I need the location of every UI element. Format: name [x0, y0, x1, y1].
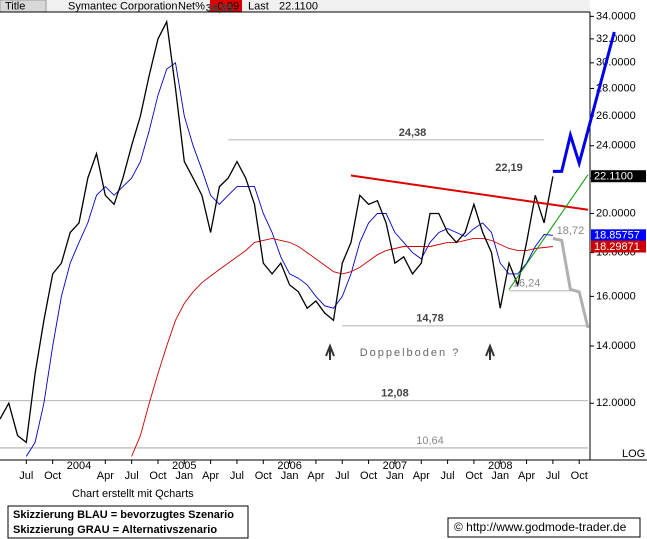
year-label: 2007	[383, 460, 407, 472]
price-line	[0, 19, 554, 444]
arrow	[485, 343, 495, 360]
x-tick-label: Jul	[125, 470, 139, 482]
y-tick-label: 24.0000	[596, 140, 636, 152]
note: Doppelboden ?	[360, 347, 461, 359]
x-tick-label: Apr	[518, 470, 535, 482]
x-tick-label: Jul	[335, 470, 349, 482]
last-value-label: 18.85757	[594, 230, 640, 242]
plot: 12.000014.000016.000018.000020.000022.00…	[0, 3, 646, 482]
header-name: Symantec Corporation	[68, 0, 177, 12]
header-net-box	[210, 0, 242, 12]
credit: Chart erstellt mit Qcharts	[72, 488, 194, 500]
y-tick-label: 30.0000	[596, 57, 636, 69]
header-title-label: Title	[5, 0, 25, 12]
year-label: 2008	[488, 460, 512, 472]
level-label: 16,24	[513, 278, 541, 290]
last-value-box	[591, 240, 646, 253]
y-tick-label: 32.0000	[596, 33, 636, 45]
arrow	[325, 343, 335, 360]
x-tick-label: Jul	[19, 470, 33, 482]
copyright: © http://www.godmode-trader.de	[454, 520, 627, 534]
x-tick-label: Oct	[465, 470, 482, 482]
x-tick-label: Jul	[441, 470, 455, 482]
legend-box	[7, 505, 249, 539]
header-bar	[0, 0, 590, 12]
x-tick-label: Jan	[491, 470, 509, 482]
last-value-label: 18.29871	[594, 241, 640, 253]
level-label: 12,08	[381, 388, 409, 400]
header-net-value: -0.09	[214, 0, 239, 12]
header-last-value: 22.1100	[279, 0, 318, 12]
y-tick-label: 12.0000	[596, 397, 636, 409]
year-label: 2004	[67, 460, 91, 472]
header-last-label: Last	[248, 0, 269, 12]
y-tick-label: 16.0000	[596, 290, 636, 302]
y-tick-label: 26.0000	[596, 110, 636, 122]
level-label: 14,78	[416, 313, 444, 325]
x-tick-label: Jan	[281, 470, 299, 482]
x-tick-label: Oct	[571, 470, 588, 482]
x-tick-label: Jan	[175, 470, 193, 482]
projection	[552, 236, 590, 329]
scale-label: LOG	[622, 448, 645, 460]
trendline	[508, 174, 589, 290]
x-tick-label: Oct	[360, 470, 377, 482]
last-value-box	[591, 170, 646, 183]
x-tick-label: Oct	[255, 470, 272, 482]
trendline	[350, 174, 589, 211]
legend-line: Skizzierung GRAU = Alternativszenario	[13, 524, 217, 536]
x-tick-label: Apr	[202, 470, 219, 482]
year-label: 2006	[277, 460, 301, 472]
x-tick-label: Apr	[413, 470, 430, 482]
moving-average	[131, 237, 553, 457]
year-label: 2005	[172, 460, 196, 472]
y-tick-label: 28.0000	[596, 82, 636, 94]
legend-line: Skizzierung BLAU = bevorzugtes Szenario	[13, 509, 234, 521]
level-label: 18,72	[557, 225, 585, 237]
last-value-label: 22.1100	[594, 171, 633, 183]
last-value-box	[591, 229, 646, 242]
y-tick-label: 14.0000	[596, 340, 636, 352]
level-label: 10,64	[416, 435, 444, 447]
y-tick-label: 34.0000	[596, 10, 636, 22]
projection	[552, 31, 616, 173]
copyright-box	[447, 517, 641, 538]
level-label: 24,38	[399, 127, 427, 139]
level-label: 22,19	[495, 162, 523, 174]
x-tick-label: Jul	[546, 470, 560, 482]
x-tick-label: Jul	[230, 470, 244, 482]
x-tick-label: Jan	[386, 470, 404, 482]
x-tick-label: Oct	[149, 470, 166, 482]
x-tick-label: Apr	[307, 470, 324, 482]
level-label: 34,05	[206, 3, 234, 15]
x-tick-label: Oct	[44, 470, 61, 482]
moving-average	[25, 62, 553, 457]
y-tick-label: 20.0000	[596, 207, 636, 219]
x-tick-label: Apr	[97, 470, 114, 482]
header-net-label: Net%	[178, 0, 205, 12]
